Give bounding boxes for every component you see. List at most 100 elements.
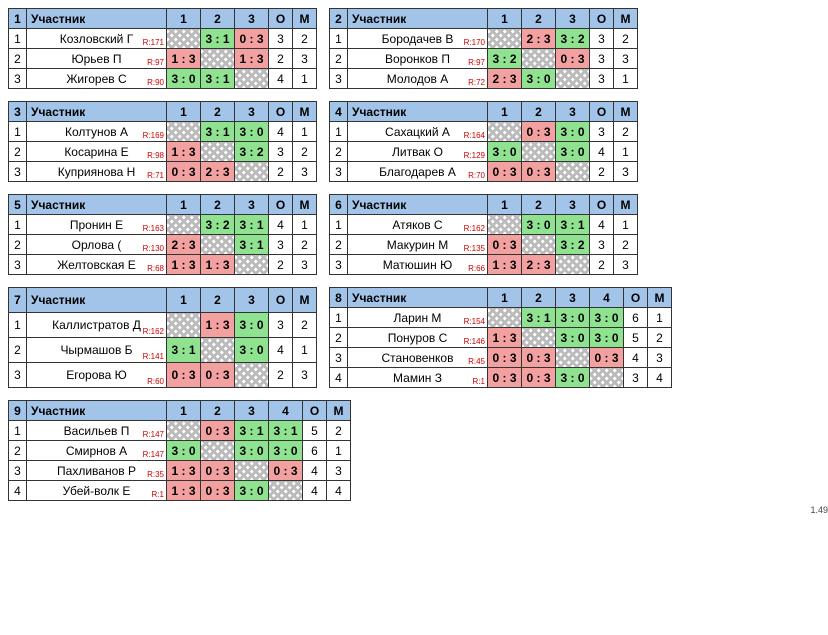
player-name-cell: Васильев ПR:147: [27, 421, 167, 441]
points-cell: 2: [269, 363, 293, 388]
score-cell: 3 : 0: [167, 441, 201, 461]
score-cell: 3 : 1: [269, 421, 303, 441]
score-cell: 2 : 3: [201, 162, 235, 182]
score-cell: 3 : 0: [556, 328, 590, 348]
player-number: 2: [9, 142, 27, 162]
place-cell: 3: [293, 255, 317, 275]
points-header: О: [303, 401, 327, 421]
score-cell: 1 : 3: [201, 313, 235, 338]
score-cell: 0 : 3: [167, 363, 201, 388]
player-row: 2Макурин МR:1350 : 33 : 232: [330, 235, 638, 255]
participant-header: Участник: [27, 401, 167, 421]
player-name-cell: Литвак ОR:129: [348, 142, 488, 162]
place-cell: 3: [293, 363, 317, 388]
points-header: О: [269, 288, 293, 313]
player-name-cell: Сахацкий АR:164: [348, 122, 488, 142]
player-name: Орлова (: [72, 238, 122, 252]
player-row: 2Понуров СR:1461 : 33 : 03 : 052: [330, 328, 672, 348]
player-name-cell: Каллистратов ДR:162: [27, 313, 167, 338]
score-cell: 3 : 0: [167, 69, 201, 89]
player-rating: R:169: [143, 131, 164, 140]
place-cell: 2: [293, 235, 317, 255]
player-number: 1: [9, 313, 27, 338]
score-cell: 0 : 3: [201, 461, 235, 481]
player-name: Воронков П: [385, 52, 450, 66]
points-cell: 5: [303, 421, 327, 441]
player-rating: R:45: [468, 357, 485, 366]
place-header: М: [648, 288, 672, 308]
opponent-col-header: 2: [201, 102, 235, 122]
place-cell: 1: [327, 441, 351, 461]
groups-container: 1Участник123ОМ1Козловский ГR:1713 : 10 :…: [8, 8, 828, 501]
player-name: Ларин М: [394, 311, 442, 325]
player-rating: R:97: [147, 58, 164, 67]
place-cell: 2: [614, 122, 638, 142]
player-name-cell: Ларин МR:154: [348, 308, 488, 328]
score-cell: 0 : 3: [488, 348, 522, 368]
player-row: 2Косарина ЕR:981 : 33 : 232: [9, 142, 317, 162]
points-header: О: [624, 288, 648, 308]
points-cell: 3: [590, 29, 614, 49]
player-rating: R:68: [147, 264, 164, 273]
player-row: 2Орлова (R:1302 : 33 : 132: [9, 235, 317, 255]
participant-header: Участник: [348, 9, 488, 29]
self-cell: [235, 162, 269, 182]
player-name-cell: Куприянова НR:71: [27, 162, 167, 182]
player-row: 3Куприянова НR:710 : 32 : 323: [9, 162, 317, 182]
player-name: Желтовская Е: [57, 258, 136, 272]
player-rating: R:135: [464, 244, 485, 253]
group-table: 8Участник1234ОМ1Ларин МR:1543 : 13 : 03 …: [329, 287, 672, 388]
player-name-cell: Пахливанов РR:35: [27, 461, 167, 481]
player-name: Каллистратов Д: [52, 318, 141, 332]
place-cell: 2: [648, 328, 672, 348]
self-cell: [235, 461, 269, 481]
player-number: 3: [9, 162, 27, 182]
points-header: О: [590, 195, 614, 215]
points-cell: 3: [590, 235, 614, 255]
points-cell: 4: [269, 215, 293, 235]
self-cell: [201, 235, 235, 255]
player-row: 3Пахливанов РR:351 : 30 : 30 : 343: [9, 461, 351, 481]
score-cell: 1 : 3: [235, 49, 269, 69]
opponent-col-header: 2: [201, 9, 235, 29]
points-header: О: [590, 9, 614, 29]
place-cell: 3: [614, 255, 638, 275]
player-row: 1Васильев ПR:1470 : 33 : 13 : 152: [9, 421, 351, 441]
player-name: Козловский Г: [60, 32, 133, 46]
player-rating: R:98: [147, 151, 164, 160]
player-number: 2: [330, 235, 348, 255]
player-number: 3: [9, 461, 27, 481]
group-table: 7Участник123ОМ1Каллистратов ДR:1621 : 33…: [8, 287, 317, 388]
self-cell: [201, 49, 235, 69]
opponent-col-header: 3: [235, 401, 269, 421]
participant-header: Участник: [348, 288, 488, 308]
player-name-cell: Воронков ПR:97: [348, 49, 488, 69]
player-row: 4Мамин ЗR:10 : 30 : 33 : 034: [330, 368, 672, 388]
player-name: Сахацкий А: [385, 125, 450, 139]
player-name: Васильев П: [64, 424, 130, 438]
place-cell: 2: [614, 29, 638, 49]
player-name-cell: Колтунов АR:169: [27, 122, 167, 142]
opponent-col-header: 1: [167, 102, 201, 122]
group-table: 1Участник123ОМ1Козловский ГR:1713 : 10 :…: [8, 8, 317, 89]
opponent-col-header: 2: [522, 288, 556, 308]
player-number: 3: [9, 255, 27, 275]
player-row: 3Матюшин ЮR:661 : 32 : 323: [330, 255, 638, 275]
player-number: 4: [9, 481, 27, 501]
player-name-cell: Матюшин ЮR:66: [348, 255, 488, 275]
score-cell: 3 : 0: [556, 122, 590, 142]
self-cell: [167, 215, 201, 235]
score-cell: 3 : 0: [235, 481, 269, 501]
group-number-header: 7: [9, 288, 27, 313]
place-cell: 2: [327, 421, 351, 441]
score-cell: 1 : 3: [488, 328, 522, 348]
player-number: 2: [330, 328, 348, 348]
group-number-header: 9: [9, 401, 27, 421]
place-cell: 1: [614, 69, 638, 89]
player-rating: R:71: [147, 171, 164, 180]
player-name: Чырмашов Б: [60, 343, 132, 357]
score-cell: 3 : 2: [201, 215, 235, 235]
place-cell: 3: [648, 348, 672, 368]
place-cell: 2: [293, 142, 317, 162]
score-cell: 3 : 2: [235, 142, 269, 162]
